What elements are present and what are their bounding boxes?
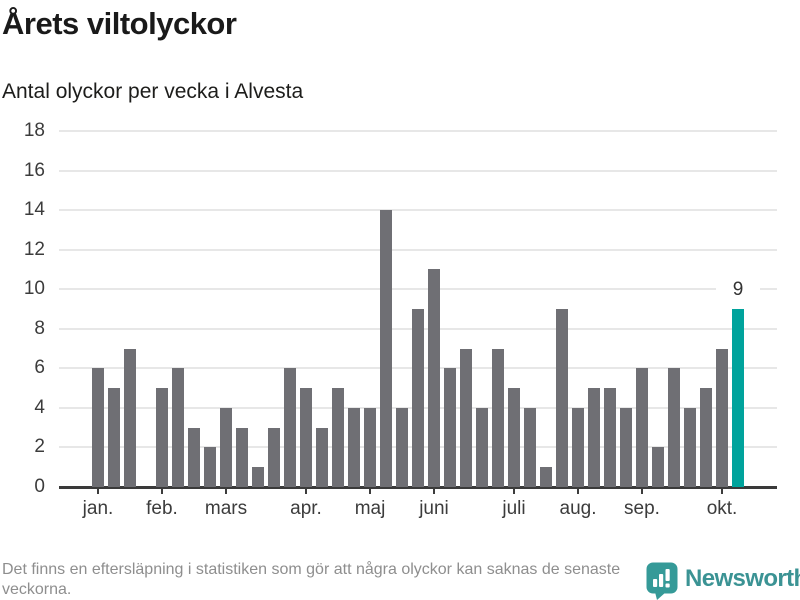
bar-week-12 bbox=[267, 427, 281, 487]
x-tick-mars bbox=[225, 487, 227, 494]
bar-week-19 bbox=[379, 210, 393, 487]
bar-week-34 bbox=[619, 407, 633, 487]
gridline-y-18 bbox=[59, 130, 777, 132]
bar-week-35 bbox=[635, 368, 649, 487]
y-tick-label-2: 2 bbox=[34, 436, 45, 458]
bar-week-33 bbox=[603, 388, 617, 487]
bar-week-11 bbox=[251, 467, 265, 487]
bar-week-39 bbox=[699, 388, 713, 487]
bar-week-22 bbox=[427, 269, 441, 487]
x-tick-jan bbox=[97, 487, 99, 494]
y-tick-label-16: 16 bbox=[23, 159, 45, 181]
gridline-y-14 bbox=[59, 209, 777, 212]
newsworthy-wordmark: Newsworthy bbox=[685, 565, 800, 592]
x-tick-apr bbox=[305, 487, 307, 494]
bar-week-36 bbox=[651, 447, 665, 487]
gridline-y-16 bbox=[59, 169, 777, 172]
newsworthy-logo: Newsworthy bbox=[646, 562, 800, 600]
chart-title: Årets viltolyckor bbox=[2, 6, 237, 41]
bar-week-38 bbox=[683, 407, 697, 487]
newsworthy-bubble-chart-icon bbox=[646, 562, 678, 600]
footnote: Det finns en eftersläpning i statistiken… bbox=[2, 561, 621, 599]
x-tick-sep bbox=[641, 487, 643, 494]
y-tick-label-0: 0 bbox=[34, 476, 45, 497]
bar-week-28 bbox=[523, 407, 537, 487]
bar-week-1 bbox=[91, 368, 105, 487]
bar-week-24 bbox=[459, 348, 473, 487]
y-tick-label-10: 10 bbox=[23, 278, 45, 300]
bar-week-37 bbox=[667, 368, 681, 487]
bar-week-20 bbox=[395, 407, 409, 487]
bar-week-40 bbox=[715, 348, 729, 487]
y-tick-label-18: 18 bbox=[23, 120, 45, 141]
bar-week-7 bbox=[187, 427, 201, 487]
bar-week-29 bbox=[539, 467, 553, 487]
x-tick-label-juli: juli bbox=[502, 498, 526, 519]
bar-week-41-highlight bbox=[731, 309, 745, 487]
x-tick-label-sep: sep. bbox=[624, 498, 660, 519]
x-tick-juli bbox=[513, 487, 515, 494]
x-tick-label-maj: maj bbox=[354, 498, 386, 519]
y-tick-label-14: 14 bbox=[23, 199, 45, 221]
bar-week-2 bbox=[107, 388, 121, 487]
chart-subtitle: Antal olyckor per vecka i Alvesta bbox=[2, 80, 304, 103]
bar-week-27 bbox=[507, 388, 521, 487]
x-tick-juni bbox=[433, 487, 435, 494]
bar-week-15 bbox=[315, 427, 329, 487]
bar-week-16 bbox=[331, 388, 345, 487]
bar-week-18 bbox=[363, 407, 377, 487]
x-tick-label-apr: apr. bbox=[290, 498, 322, 519]
bar-week-21 bbox=[411, 309, 425, 487]
x-tick-aug bbox=[577, 487, 579, 494]
x-tick-label-jan: jan. bbox=[82, 498, 114, 519]
x-tick-label-mars: mars bbox=[204, 498, 248, 519]
bar-week-3 bbox=[123, 348, 137, 487]
gridline-y-12 bbox=[59, 248, 777, 251]
x-tick-okt bbox=[721, 487, 723, 494]
bar-week-5 bbox=[155, 388, 169, 487]
bar-week-26 bbox=[491, 348, 505, 487]
x-tick-feb bbox=[161, 487, 163, 494]
bar-week-23 bbox=[443, 368, 457, 487]
y-tick-label-6: 6 bbox=[34, 357, 45, 379]
x-axis-line bbox=[59, 486, 777, 489]
bar-week-9 bbox=[219, 407, 233, 487]
x-tick-label-juni: juni bbox=[419, 498, 449, 519]
y-tick-label-12: 12 bbox=[23, 238, 45, 260]
y-tick-label-8: 8 bbox=[34, 317, 45, 339]
bar-week-14 bbox=[299, 388, 313, 487]
bar-week-30 bbox=[555, 309, 569, 487]
bar-week-31 bbox=[571, 407, 585, 487]
bar-week-8 bbox=[203, 447, 217, 487]
x-tick-label-aug: aug. bbox=[559, 498, 597, 519]
y-tick-label-4: 4 bbox=[34, 396, 45, 418]
bar-week-17 bbox=[347, 407, 361, 487]
x-tick-maj bbox=[369, 487, 371, 494]
bar-week-32 bbox=[587, 388, 601, 487]
bar-week-25 bbox=[475, 407, 489, 487]
bar-week-10 bbox=[235, 427, 249, 487]
highlight-value-label: 9 bbox=[716, 279, 760, 301]
x-tick-label-okt: okt. bbox=[706, 498, 738, 519]
bar-week-13 bbox=[283, 368, 297, 487]
gridline-y-10 bbox=[59, 288, 777, 291]
bar-week-6 bbox=[171, 368, 185, 487]
x-tick-label-feb: feb. bbox=[146, 498, 178, 519]
